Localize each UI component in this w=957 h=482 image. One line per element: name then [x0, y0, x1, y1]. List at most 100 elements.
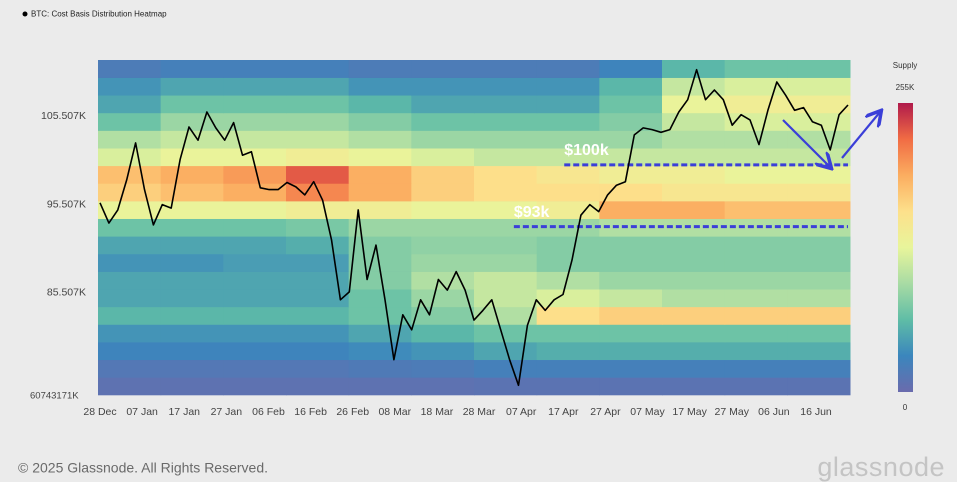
heat-cell	[411, 218, 475, 237]
heat-cell	[160, 218, 224, 237]
heat-cell	[223, 95, 287, 114]
heat-cell	[223, 112, 287, 131]
heat-cell	[348, 130, 412, 149]
heat-cell	[286, 201, 350, 219]
heat-cell	[160, 165, 224, 184]
annotation-label: $100k	[564, 142, 609, 159]
heat-cell	[536, 306, 600, 325]
heat-cell	[411, 95, 475, 114]
x-tick-label: 07 Jan	[126, 406, 158, 418]
heat-cell	[411, 236, 475, 255]
heat-cell	[662, 148, 726, 167]
heat-cell	[348, 112, 412, 131]
colorbar-tick-label: 255K	[896, 83, 915, 92]
heat-cell	[536, 112, 600, 131]
heat-cell	[286, 324, 350, 343]
heat-cell	[536, 324, 600, 343]
heat-cell	[223, 130, 287, 149]
heat-cell	[536, 95, 600, 114]
y-tick-label: 85.507K	[47, 286, 86, 298]
heat-cell	[160, 324, 224, 343]
heat-cell	[536, 271, 600, 290]
heat-cell	[599, 95, 663, 114]
heat-cell	[160, 236, 224, 255]
heat-cell	[787, 324, 851, 343]
x-tick-label: 28 Dec	[83, 406, 116, 418]
heat-cell	[160, 183, 224, 202]
heat-cell	[160, 201, 224, 219]
heat-cell	[348, 377, 412, 396]
x-tick-label: 26 Feb	[336, 406, 369, 418]
heat-cell	[223, 165, 287, 184]
heat-cell	[536, 236, 600, 255]
heat-cell	[724, 253, 788, 272]
heat-cell	[662, 183, 726, 202]
heat-cell	[286, 342, 350, 361]
heat-cell	[223, 306, 287, 325]
heat-cell	[662, 289, 726, 308]
heat-cell	[536, 148, 600, 167]
heat-cell	[662, 324, 726, 343]
heat-cell	[787, 218, 851, 237]
x-tick-label: 06 Jun	[758, 406, 790, 418]
heat-cell	[474, 60, 538, 78]
heat-cell	[787, 377, 851, 396]
heat-cell	[98, 236, 162, 255]
heat-cell	[536, 359, 600, 378]
heat-cell	[98, 77, 162, 96]
heat-cell	[223, 324, 287, 343]
heat-cell	[286, 60, 350, 78]
heat-cell	[599, 306, 663, 325]
heat-cell	[98, 377, 162, 396]
heat-cell	[787, 112, 851, 131]
heat-cell	[599, 236, 663, 255]
x-tick-label: 07 Apr	[506, 406, 537, 418]
heat-cell	[348, 342, 412, 361]
heat-cell	[787, 342, 851, 361]
heat-cell	[536, 165, 600, 184]
heat-cell	[223, 218, 287, 237]
heat-cell	[724, 130, 788, 149]
heat-cell	[599, 359, 663, 378]
heat-cell	[474, 201, 538, 219]
heat-cell	[474, 112, 538, 131]
y-tick-label: 105.507K	[41, 110, 86, 122]
heat-cell	[724, 112, 788, 131]
heat-cell	[787, 60, 851, 78]
heat-cell	[160, 253, 224, 272]
heat-cell	[474, 253, 538, 272]
colorbar-title: Supply	[893, 61, 917, 70]
heat-cell	[662, 342, 726, 361]
heat-cell	[348, 306, 412, 325]
heat-cell	[286, 165, 350, 184]
heat-cell	[286, 306, 350, 325]
heat-cell	[411, 112, 475, 131]
heat-cell	[223, 359, 287, 378]
chart-title: BTC: Cost Basis Distribution Heatmap	[31, 10, 167, 19]
colorbar-tick-label: 0	[903, 403, 908, 412]
x-tick-label: 18 Mar	[421, 406, 454, 418]
heat-cell	[662, 165, 726, 184]
logo: glassnode	[817, 452, 945, 482]
heat-cell	[348, 95, 412, 114]
heat-cell	[724, 359, 788, 378]
heat-cell	[474, 183, 538, 202]
heat-cell	[286, 289, 350, 308]
heat-cell	[223, 342, 287, 361]
heat-cell	[411, 342, 475, 361]
heat-cell	[98, 324, 162, 343]
heat-cell	[411, 289, 475, 308]
heat-cell	[348, 289, 412, 308]
heat-cell	[474, 324, 538, 343]
heat-cell	[724, 342, 788, 361]
heat-cell	[411, 253, 475, 272]
heat-cell	[223, 60, 287, 78]
heat-cell	[662, 112, 726, 131]
heat-cell	[724, 165, 788, 184]
heat-cell	[599, 60, 663, 78]
heat-cell	[348, 60, 412, 78]
price-line	[99, 68, 849, 387]
heat-cell	[662, 271, 726, 290]
heat-cell	[411, 60, 475, 78]
